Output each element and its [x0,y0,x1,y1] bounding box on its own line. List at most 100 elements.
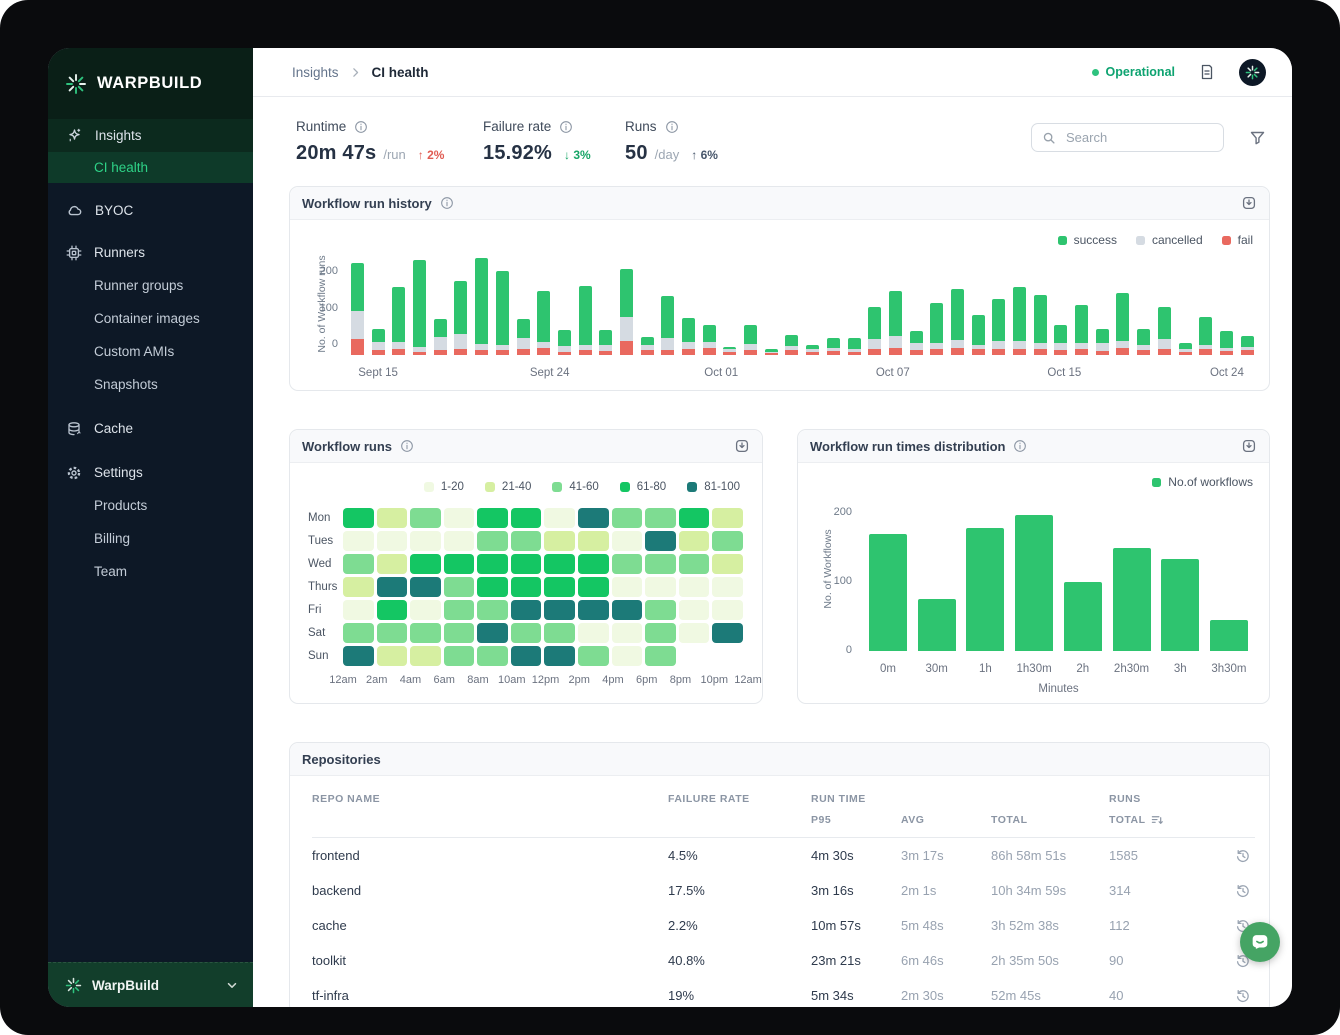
col-runs-total[interactable]: TOTAL [1109,814,1235,826]
history-bar[interactable] [826,338,840,355]
heatmap-cell[interactable] [477,531,508,551]
heatmap-cell[interactable] [578,508,609,528]
distribution-bar[interactable] [1063,582,1102,651]
heatmap-cell[interactable] [343,508,374,528]
legend-item[interactable]: 1-20 [423,481,464,493]
export-icon[interactable] [1241,195,1257,211]
history-bar[interactable] [495,271,509,355]
history-bar[interactable] [1157,307,1171,355]
heatmap-cell[interactable] [611,646,643,666]
col-p95[interactable]: P95 [811,814,832,826]
breadcrumb-insights[interactable]: Insights [292,64,339,80]
heatmap-cell[interactable] [645,577,676,597]
heatmap-cell[interactable] [376,508,408,528]
sidebar-item-settings[interactable]: Settings [48,456,253,489]
heatmap-cell[interactable] [477,577,508,597]
info-icon[interactable] [354,120,368,134]
history-bar[interactable] [1013,287,1026,355]
heatmap-cell[interactable] [645,554,676,574]
history-bar[interactable] [888,291,902,355]
col-avg[interactable]: AVG [901,814,925,826]
heatmap-cell[interactable] [712,600,743,620]
history-bar[interactable] [930,303,944,355]
heatmap-cell[interactable] [544,577,576,597]
heatmap-cell[interactable] [443,508,475,528]
heatmap-cell[interactable] [611,600,643,620]
heatmap-cell[interactable] [578,554,609,574]
heatmap-cell[interactable] [645,646,676,666]
history-bar[interactable] [723,347,737,355]
heatmap-cell[interactable] [376,646,408,666]
history-bar[interactable] [454,281,468,355]
heatmap-cell[interactable] [678,508,710,528]
heatmap-cell[interactable] [343,623,374,643]
history-bar[interactable] [516,319,530,355]
history-bar[interactable] [661,296,675,355]
heatmap-cell[interactable] [611,554,643,574]
heatmap-cell[interactable] [343,554,374,574]
heatmap-cell[interactable] [544,623,576,643]
history-bar[interactable] [847,338,861,355]
heatmap-cell[interactable] [611,508,643,528]
heatmap-cell[interactable] [645,600,676,620]
history-bar[interactable] [1178,343,1192,355]
heatmap-cell[interactable] [544,600,576,620]
info-icon[interactable] [559,120,573,134]
heatmap-cell[interactable] [678,600,710,620]
history-bar[interactable] [433,319,447,355]
chart-legend[interactable]: No.of workflows [1152,475,1253,489]
history-bar[interactable] [702,325,716,355]
heatmap-cell[interactable] [678,554,710,574]
heatmap-cell[interactable] [443,646,475,666]
distribution-bar[interactable] [869,533,907,651]
heatmap-cell[interactable] [510,646,542,666]
heatmap-cell[interactable] [443,623,475,643]
heatmap-cell[interactable] [410,623,441,643]
table-row[interactable]: cache 2.2% 10m 57s 5m 48s 3h 52m 38s 112 [312,908,1255,943]
heatmap-cell[interactable] [712,554,743,574]
info-icon[interactable] [400,439,414,453]
history-bar[interactable] [392,287,406,355]
history-bar[interactable] [1199,317,1213,355]
heatmap-cell[interactable] [477,646,508,666]
heatmap-cell[interactable] [544,531,576,551]
logo-row[interactable]: WARPBUILD [48,48,253,119]
heatmap-cell[interactable] [376,623,408,643]
legend-item[interactable]: 61-80 [619,481,666,493]
heatmap-cell[interactable] [645,508,676,528]
heatmap-cell[interactable] [611,531,643,551]
history-bar[interactable] [537,291,551,355]
document-icon[interactable] [1198,63,1216,81]
sidebar-item-snapshots[interactable]: Snapshots [48,368,253,401]
heatmap-cell[interactable] [611,577,643,597]
heatmap-cell[interactable] [410,508,441,528]
legend-item[interactable]: success [1057,233,1117,247]
history-bar[interactable] [682,318,695,355]
legend-item[interactable]: 41-60 [552,481,599,493]
heatmap-cell[interactable] [645,623,676,643]
sidebar-item-byoc[interactable]: BYOC [48,194,253,227]
legend-item[interactable]: 21-40 [484,481,531,493]
history-bar[interactable] [1137,329,1151,355]
sidebar-item-runner-groups[interactable]: Runner groups [48,269,253,302]
history-bar[interactable] [1116,293,1130,355]
heatmap-cell[interactable] [477,508,508,528]
history-bar[interactable] [971,315,985,355]
heatmap-cell[interactable] [578,646,609,666]
heatmap-cell[interactable] [443,554,475,574]
heatmap-cell[interactable] [544,508,576,528]
heatmap-cell[interactable] [376,577,408,597]
heatmap-cell[interactable] [712,531,743,551]
history-bar[interactable] [475,257,489,355]
history-bar[interactable] [371,329,385,355]
org-switcher[interactable]: WarpBuild [48,962,253,1007]
info-icon[interactable] [665,120,679,134]
table-row[interactable]: backend 17.5% 3m 16s 2m 1s 10h 34m 59s 314 [312,873,1255,908]
heatmap-cell[interactable] [443,577,475,597]
distribution-bar[interactable] [966,528,1005,651]
heatmap-cell[interactable] [376,531,408,551]
heatmap-cell[interactable] [578,600,609,620]
history-bar[interactable] [599,330,613,355]
col-total[interactable]: TOTAL [991,814,1028,826]
legend-item[interactable]: fail [1221,233,1253,247]
